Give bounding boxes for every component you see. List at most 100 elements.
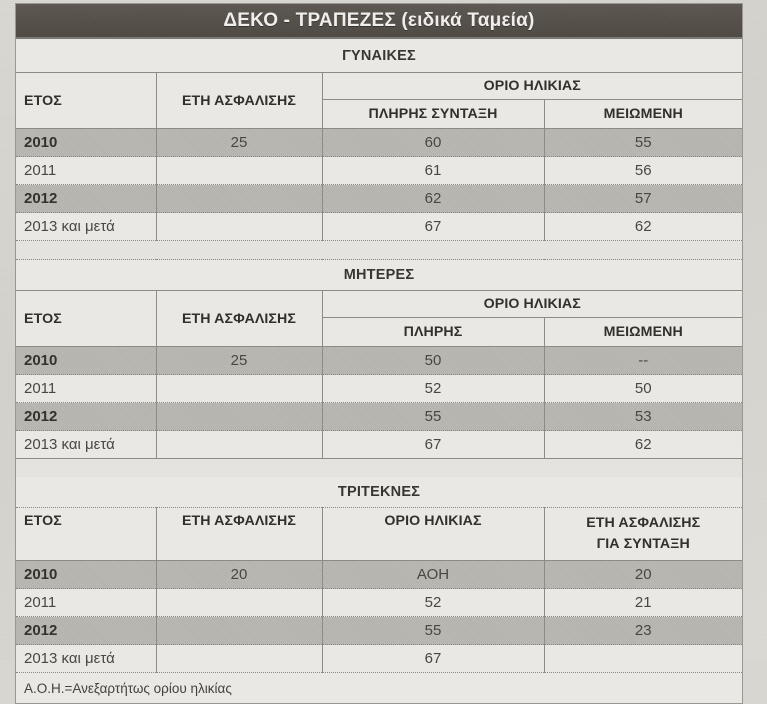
- header-insurance-years-miteres: ΕΤΗ ΑΣΦΑΛΙΣΗΣ: [156, 290, 323, 347]
- header-filler-year: [16, 534, 157, 561]
- header-full-pension-gynaikes: ΠΛΗΡΗΣ ΣΥΝΤΑΞΗ: [322, 99, 545, 129]
- cell-insurance-years: [156, 156, 323, 185]
- cell-full-pension: 52: [322, 374, 545, 403]
- cell-age-limit: 55: [322, 616, 545, 645]
- table-row: 2010 20 ΑΟΗ 20: [16, 560, 742, 589]
- table-row: 2013 και μετά 67 62: [16, 212, 742, 241]
- cell-insurance-years: [156, 430, 323, 459]
- cell-year: 2013 και μετά: [16, 212, 157, 241]
- cell-year: 2012: [16, 184, 157, 213]
- header-full-pension-miteres: ΠΛΗΡΗΣ: [322, 317, 545, 347]
- header-filler-age: [322, 534, 545, 561]
- header-year-miteres: ΕΤΟΣ: [16, 290, 157, 347]
- header-row-miteres-sub: ΠΛΗΡΗΣ ΜΕΙΩΜΕΝΗ: [16, 317, 742, 347]
- header-row-tritek-filler: [16, 534, 742, 561]
- footnote-text: Α.Ο.Η.=Ανεξαρτήτως ορίου ηλικίας: [16, 672, 742, 703]
- pension-table: ΓΥΝΑΙΚΕΣ ΕΤΟΣ ΕΤΗ ΑΣΦΑΛΙΣΗΣ ΟΡΙΟ ΗΛΙΚΙΑΣ…: [16, 39, 742, 703]
- header-insurance-years-tritek: ΕΤΗ ΑΣΦΑΛΙΣΗΣ: [156, 507, 323, 534]
- table-row: 2011 52 21: [16, 588, 742, 617]
- cell-full-pension: 67: [322, 212, 545, 241]
- header-row-gynaikes-sub: ΠΛΗΡΗΣ ΣΥΝΤΑΞΗ ΜΕΙΩΜΕΝΗ: [16, 99, 742, 129]
- header-insurance-years-gynaikes: ΕΤΗ ΑΣΦΑΛΙΣΗΣ: [156, 72, 323, 129]
- table-row: 2010 25 50 --: [16, 346, 742, 375]
- cell-full-pension: 50: [322, 346, 545, 375]
- table-row: 2010 25 60 55: [16, 128, 742, 157]
- page-canvas: ΔΕΚΟ - ΤΡΑΠΕΖΕΣ (ειδικά Ταμεία) ΓΥΝΑΙΚΕΣ…: [15, 3, 743, 704]
- cell-age-limit: 52: [322, 588, 545, 617]
- cell-full-pension: 61: [322, 156, 545, 185]
- table-row: 2012 55 53: [16, 402, 742, 431]
- section-title-tritek: ΤΡΙΤΕΚΝΕΣ: [337, 484, 421, 500]
- section-gap-cell: [16, 240, 742, 260]
- cell-year: 2013 και μετά: [16, 430, 157, 459]
- header-row-tritek: ΕΤΟΣ ΕΤΗ ΑΣΦΑΛΙΣΗΣ ΟΡΙΟ ΗΛΙΚΙΑΣ ΕΤΗ ΑΣΦΑ…: [16, 507, 742, 552]
- cell-year: 2012: [16, 616, 157, 645]
- cell-year: 2012: [16, 402, 157, 431]
- cell-age-limit: ΑΟΗ: [322, 560, 545, 589]
- cell-pension-years: [544, 644, 742, 673]
- cell-full-pension: 67: [322, 430, 545, 459]
- cell-insurance-years: [156, 402, 323, 431]
- page-title: ΔΕΚΟ - ΤΡΑΠΕΖΕΣ (ειδικά Ταμεία): [223, 9, 535, 31]
- table-row: 2011 61 56: [16, 156, 742, 185]
- section-gap: [16, 240, 742, 260]
- cell-reduced: 62: [544, 430, 742, 459]
- table-row: 2013 και μετά 67 62: [16, 430, 742, 459]
- header-row-gynaikes-top: ΕΤΟΣ ΕΤΗ ΑΣΦΑΛΙΣΗΣ ΟΡΙΟ ΗΛΙΚΙΑΣ: [16, 72, 742, 129]
- cell-reduced: 53: [544, 402, 742, 431]
- cell-full-pension: 55: [322, 402, 545, 431]
- cell-year: 2011: [16, 156, 157, 185]
- header-reduced-gynaikes: ΜΕΙΩΜΕΝΗ: [603, 106, 683, 122]
- cell-reduced: --: [544, 346, 742, 375]
- cell-full-pension: 62: [322, 184, 545, 213]
- section-title-row-gynaikes: ΓΥΝΑΙΚΕΣ: [16, 39, 742, 73]
- cell-year: 2010: [16, 560, 157, 589]
- table-row: 2011 52 50: [16, 374, 742, 403]
- cell-full-pension: 60: [322, 128, 545, 157]
- cell-insurance-years: [156, 184, 323, 213]
- cell-reduced: 57: [544, 184, 742, 213]
- cell-insurance-years: 25: [156, 346, 323, 375]
- pension-table-frame: ΔΕΚΟ - ΤΡΑΠΕΖΕΣ (ειδικά Ταμεία) ΓΥΝΑΙΚΕΣ…: [15, 3, 743, 704]
- cell-insurance-years: [156, 616, 323, 645]
- header-age-limit-gynaikes: ΟΡΙΟ ΗΛΙΚΙΑΣ: [322, 72, 742, 100]
- header-pension-years-tritek: ΕΤΗ ΑΣΦΑΛΙΣΗΣ ΓΙΑ ΣΥΝΤΑΞΗ: [544, 508, 742, 561]
- cell-insurance-years: 25: [156, 128, 323, 157]
- cell-pension-years: 21: [544, 588, 742, 617]
- header-row-miteres-top: ΕΤΟΣ ΕΤΗ ΑΣΦΑΛΙΣΗΣ ΟΡΙΟ ΗΛΙΚΙΑΣ: [16, 290, 742, 347]
- footnote-row: Α.Ο.Η.=Ανεξαρτήτως ορίου ηλικίας: [16, 672, 742, 703]
- section-title-row-miteres: ΜΗΤΕΡΕΣ: [16, 259, 742, 291]
- cell-insurance-years: [156, 588, 323, 617]
- header-year-gynaikes: ΕΤΟΣ: [16, 72, 157, 129]
- table-row: 2013 και μετά 67: [16, 644, 742, 673]
- cell-reduced: 50: [544, 374, 742, 403]
- header-filler-insurance: [156, 534, 323, 561]
- table-row: 2012 55 23: [16, 616, 742, 645]
- header-pension-years-line1: ΕΤΗ ΑΣΦΑΛΙΣΗΣ: [586, 515, 701, 532]
- cell-year: 2013 και μετά: [16, 644, 157, 673]
- section-gap-cell: [16, 458, 742, 477]
- section-title-row-tritek: ΤΡΙΤΕΚΝΕΣ: [16, 477, 742, 508]
- section-title-miteres: ΜΗΤΕΡΕΣ: [16, 259, 742, 291]
- cell-year: 2010: [16, 128, 157, 157]
- cell-insurance-years: [156, 212, 323, 241]
- header-age-limit-miteres: ΟΡΙΟ ΗΛΙΚΙΑΣ: [322, 290, 742, 318]
- header-age-limit-tritek: ΟΡΙΟ ΗΛΙΚΙΑΣ: [322, 507, 545, 534]
- cell-reduced: 62: [544, 212, 742, 241]
- cell-insurance-years: [156, 374, 323, 403]
- cell-pension-years: 23: [544, 616, 742, 645]
- table-row: 2012 62 57: [16, 184, 742, 213]
- cell-insurance-years: 20: [156, 560, 323, 589]
- cell-year: 2011: [16, 588, 157, 617]
- cell-age-limit: 67: [322, 644, 545, 673]
- header-pension-years-line2: ΓΙΑ ΣΥΝΤΑΞΗ: [596, 536, 690, 552]
- header-reduced-miteres: ΜΕΙΩΜΕΝΗ: [603, 324, 683, 340]
- table-title-bar: ΔΕΚΟ - ΤΡΑΠΕΖΕΣ (ειδικά Ταμεία): [16, 4, 742, 39]
- cell-pension-years: 20: [544, 560, 742, 589]
- cell-reduced: 55: [544, 128, 742, 157]
- header-year-tritek: ΕΤΟΣ: [16, 507, 157, 534]
- cell-insurance-years: [156, 644, 323, 673]
- cell-reduced: 56: [544, 156, 742, 185]
- section-title-gynaikes: ΓΥΝΑΙΚΕΣ: [342, 47, 416, 64]
- section-gap: [16, 458, 742, 477]
